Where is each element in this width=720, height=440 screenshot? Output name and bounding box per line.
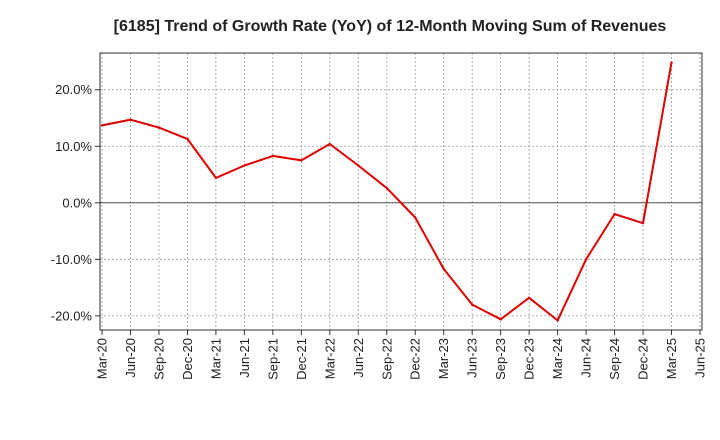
- data-point: [157, 126, 161, 129]
- data-point: [271, 154, 275, 158]
- x-tick-label: Dec-23: [522, 338, 537, 380]
- x-tick-label: Sep-22: [379, 338, 394, 380]
- plot-area: [100, 53, 702, 330]
- x-tick-label: Sep-21: [265, 338, 280, 380]
- x-tick-label: Sep-24: [607, 338, 622, 380]
- data-point: [556, 319, 559, 322]
- data-point: [584, 258, 588, 261]
- y-tick-label: 0.0%: [62, 195, 92, 210]
- data-point: [357, 164, 360, 167]
- x-tick-label: Jun-22: [351, 338, 366, 378]
- x-tick-label: Dec-20: [180, 338, 195, 380]
- x-tick-label: Jun-23: [465, 338, 480, 378]
- y-tick-label: -20.0%: [51, 308, 93, 323]
- x-tick-label: Mar-22: [322, 338, 337, 379]
- y-tick-label: -10.0%: [51, 252, 93, 267]
- x-tick-label: Mar-23: [436, 338, 451, 379]
- x-tick-label: Sep-20: [151, 338, 166, 380]
- x-tick-label: Dec-22: [408, 338, 423, 380]
- x-tick-label: Mar-25: [664, 338, 679, 379]
- x-tick-label: Jun-20: [123, 338, 138, 378]
- data-point: [442, 267, 445, 271]
- x-tick-label: Jun-24: [579, 338, 594, 378]
- x-tick-label: Dec-21: [294, 338, 309, 380]
- x-tick-label: Jun-21: [237, 338, 252, 378]
- data-point: [641, 221, 645, 225]
- data-point: [214, 176, 218, 180]
- data-point: [300, 159, 303, 162]
- data-point: [186, 137, 189, 141]
- data-point: [243, 164, 246, 167]
- plot-frame: [99, 52, 703, 331]
- data-point: [100, 124, 104, 127]
- data-point: [470, 303, 474, 306]
- data-point: [129, 118, 132, 121]
- y-tick-label: 10.0%: [55, 139, 92, 154]
- chart-title: [6185] Trend of Growth Rate (YoY) of 12-…: [114, 18, 667, 35]
- x-tick-label: Dec-24: [636, 338, 651, 380]
- x-tick-label: Sep-23: [493, 338, 508, 380]
- series-layer: [100, 61, 673, 322]
- data-point: [385, 186, 388, 190]
- data-point: [414, 216, 417, 219]
- x-tick-label: Mar-20: [95, 338, 110, 379]
- y-tick-label: 20.0%: [55, 82, 92, 97]
- x-tick-label: Mar-21: [208, 338, 223, 379]
- x-tick-label: Jun-25: [693, 338, 708, 378]
- x-tick-label: Mar-24: [550, 338, 565, 379]
- y-axis-ticks: 20.0% 10.0% 0.0% -10.0% -20.0%: [51, 82, 100, 323]
- data-point: [499, 318, 502, 321]
- data-point: [670, 61, 673, 64]
- x-axis-ticks: Mar-20 Jun-20 Sep-20 Dec-20 Mar-21 Jun-21 Sep-…: [95, 330, 708, 380]
- data-point: [328, 142, 332, 146]
- data-point: [613, 212, 616, 216]
- data-point: [527, 296, 531, 299]
